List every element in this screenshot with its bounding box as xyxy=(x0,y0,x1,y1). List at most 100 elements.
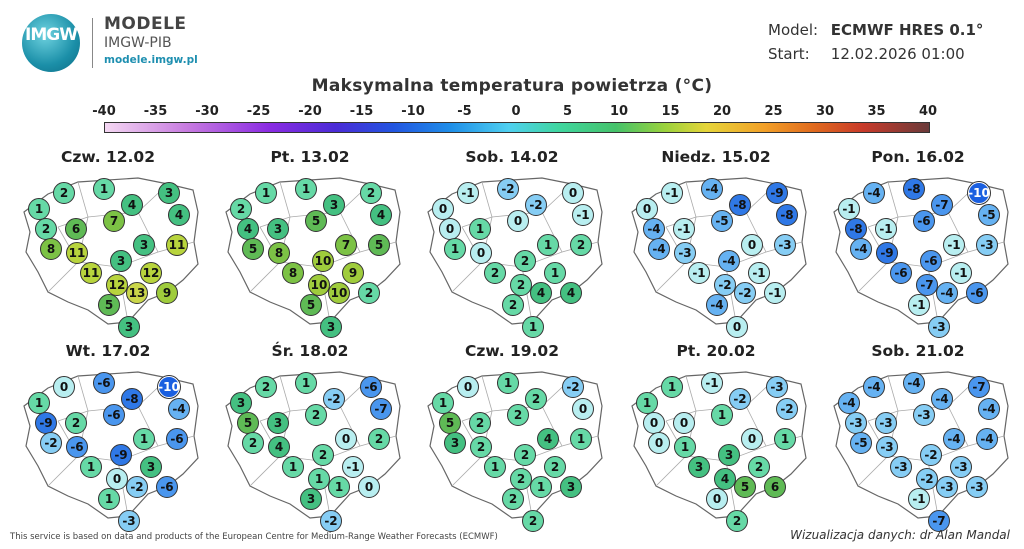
temperature-dot: -4 xyxy=(936,282,958,304)
temperature-dot: 5 xyxy=(242,238,264,260)
temperature-dot: 0 xyxy=(358,476,380,498)
temperature-dot: 0 xyxy=(439,218,461,240)
temperature-dot: -5 xyxy=(978,204,1000,226)
temperature-dot: -4 xyxy=(706,294,728,316)
day-map: Pt. 13.02 1 1 2 2 3 4 4 3 5 7 5 8 10 9 5 8 10 10 2 5 3 xyxy=(210,148,410,338)
temperature-dot: 2 xyxy=(65,412,87,434)
day-title: Sob. 21.02 xyxy=(871,342,965,360)
temperature-dot: -6 xyxy=(966,282,988,304)
temperature-dot: 0 xyxy=(53,376,75,398)
temperature-dot: 1 xyxy=(282,456,304,478)
scale-tick-label: 10 xyxy=(609,104,629,119)
temperature-dot: 2 xyxy=(469,412,491,434)
scale-tick-label: 15 xyxy=(661,104,680,119)
temperature-dot: 1 xyxy=(133,428,155,450)
temperature-dot: -2 xyxy=(920,444,942,466)
temperature-dot: 1 xyxy=(544,262,566,284)
brand-url[interactable]: modele.imgw.pl xyxy=(104,54,198,66)
temperature-dot: 0 xyxy=(470,242,492,264)
temperature-dot: 9 xyxy=(156,282,178,304)
scale-tick-label: -5 xyxy=(457,104,472,119)
temperature-dot: -3 xyxy=(845,412,867,434)
temperature-dot: 0 xyxy=(673,412,695,434)
day-map: Sob. 14.02 -1 -2 0 0 -2 -1 0 1 0 1 1 0 2 1 2 2 2 4 4 2 1 xyxy=(412,148,612,338)
temperature-dot: 1 xyxy=(444,238,466,260)
temperature-dot: 0 xyxy=(432,198,454,220)
temperature-dot: 5 xyxy=(300,294,322,316)
temperature-dot: 3 xyxy=(718,444,740,466)
temperature-dot: 2 xyxy=(525,388,547,410)
temperature-dot: -1 xyxy=(748,262,770,284)
temperature-dot: 6 xyxy=(65,218,87,240)
temperature-dot: 8 xyxy=(40,238,62,260)
scale-tick-label: 35 xyxy=(867,104,886,119)
temperature-dot: -3 xyxy=(976,234,998,256)
temperature-dot: 3 xyxy=(110,250,132,272)
temperature-dot: 3 xyxy=(320,316,342,338)
temperature-dot: -7 xyxy=(968,376,990,398)
temperature-dot: 3 xyxy=(118,316,140,338)
temperature-dot: 4 xyxy=(268,436,290,458)
temperature-dot: -2 xyxy=(729,388,751,410)
temperature-dot: -10 xyxy=(158,376,180,398)
logo-text: IMGW xyxy=(25,25,78,45)
temperature-dot: 3 xyxy=(267,218,289,240)
temperature-dot: -4 xyxy=(976,428,998,450)
temperature-dot: -3 xyxy=(890,456,912,478)
temperature-dot: -1 xyxy=(943,234,965,256)
temperature-dot: -4 xyxy=(838,392,860,414)
temperature-dot: -10 xyxy=(968,182,990,204)
temperature-dot: 2 xyxy=(514,444,536,466)
temperature-dot: -3 xyxy=(950,456,972,478)
temperature-dot: 1 xyxy=(522,316,544,338)
temperature-dot: 1 xyxy=(570,428,592,450)
temperature-dot: 1 xyxy=(537,234,559,256)
temperature-dot: -1 xyxy=(838,198,860,220)
temperature-dot: 1 xyxy=(28,198,50,220)
day-map: Wt. 17.02 0 -6 -10 1 -8 -4 -9 2 -6 1 -2 -6 -9 3 -6 1 0 -2-… xyxy=(8,342,208,532)
day-map: Pt. 20.02 1 -1 -3 1 -2 -2 0 0 1 0 0 1 3 2 1 3 4 5 6 0 2 xyxy=(616,342,816,532)
temperature-dot: -8 xyxy=(845,218,867,240)
imgw-logo-icon: IMGW xyxy=(22,14,80,72)
temperature-dot: -4 xyxy=(850,238,872,260)
temperature-dot: 1 xyxy=(80,456,102,478)
temperature-dot: -7 xyxy=(931,194,953,216)
temperature-dot: -4 xyxy=(701,178,723,200)
start-value: 12.02.2026 01:00 xyxy=(830,45,965,63)
day-title: Pt. 13.02 xyxy=(270,148,350,166)
temperature-dot: 3 xyxy=(267,412,289,434)
header: IMGW MODELE IMGW-PIB modele.imgw.pl Mode… xyxy=(0,0,1024,80)
temperature-dot: 0 xyxy=(726,316,748,338)
color-scale-labels: -40 -35 -30 -25 -20 -15 -10 -5 0 5 10 15 20 25 30 35 40 xyxy=(92,104,937,120)
scale-tick-label: -25 xyxy=(246,104,271,119)
temperature-dot: 0 xyxy=(457,376,479,398)
temperature-dot: 3 xyxy=(560,476,582,498)
temperature-dot: -6 xyxy=(360,376,382,398)
temperature-dot: 5 xyxy=(368,234,390,256)
map-title: Maksymalna temperatura powietrza (°C) xyxy=(311,76,713,96)
temperature-dot: -1 xyxy=(688,262,710,284)
temperature-dot: 2 xyxy=(502,488,524,510)
temperature-dot: -4 xyxy=(643,218,665,240)
temperature-dot: -4 xyxy=(943,428,965,450)
temperature-dot: -2 xyxy=(776,398,798,420)
model-info: Model: ECMWF HRES 0.1° Start: 12.02.2026… xyxy=(768,18,983,66)
temperature-dot: 4 xyxy=(370,204,392,226)
temperature-dot: -6 xyxy=(166,428,188,450)
temperature-dot: 1 xyxy=(484,456,506,478)
temperature-dot: -8 xyxy=(776,204,798,226)
temperature-dot: 11 xyxy=(80,262,102,284)
temperature-dot: -4 xyxy=(718,250,740,272)
temperature-dot: -1 xyxy=(572,204,594,226)
temperature-dot: 1 xyxy=(98,488,120,510)
temperature-dot: -2 xyxy=(497,178,519,200)
temperature-dot: 8 xyxy=(282,262,304,284)
temperature-dot: 1 xyxy=(674,436,696,458)
temperature-dot: 2 xyxy=(242,432,264,454)
temperature-dot: 0 xyxy=(643,412,665,434)
temperature-dot: -1 xyxy=(950,262,972,284)
model-label: Model: xyxy=(768,21,819,39)
temperature-dot: 1 xyxy=(774,428,796,450)
temperature-dot: 1 xyxy=(497,372,519,394)
scale-tick-label: 40 xyxy=(918,104,938,119)
